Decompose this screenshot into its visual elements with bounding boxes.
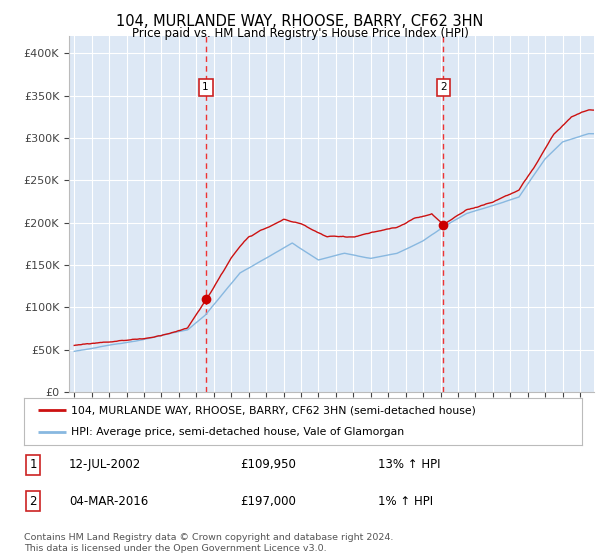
Text: 13% ↑ HPI: 13% ↑ HPI [378, 458, 440, 472]
Text: 104, MURLANDE WAY, RHOOSE, BARRY, CF62 3HN (semi-detached house): 104, MURLANDE WAY, RHOOSE, BARRY, CF62 3… [71, 405, 476, 416]
Text: Price paid vs. HM Land Registry's House Price Index (HPI): Price paid vs. HM Land Registry's House … [131, 27, 469, 40]
Text: 1: 1 [29, 458, 37, 472]
Text: 104, MURLANDE WAY, RHOOSE, BARRY, CF62 3HN: 104, MURLANDE WAY, RHOOSE, BARRY, CF62 3… [116, 14, 484, 29]
Text: 04-MAR-2016: 04-MAR-2016 [69, 494, 148, 508]
Text: £109,950: £109,950 [240, 458, 296, 472]
Text: 2: 2 [440, 82, 447, 92]
Text: 12-JUL-2002: 12-JUL-2002 [69, 458, 141, 472]
Text: Contains HM Land Registry data © Crown copyright and database right 2024.
This d: Contains HM Land Registry data © Crown c… [24, 533, 394, 553]
Text: HPI: Average price, semi-detached house, Vale of Glamorgan: HPI: Average price, semi-detached house,… [71, 427, 404, 437]
Text: 1% ↑ HPI: 1% ↑ HPI [378, 494, 433, 508]
Text: 1: 1 [202, 82, 209, 92]
Text: 2: 2 [29, 494, 37, 508]
Text: £197,000: £197,000 [240, 494, 296, 508]
